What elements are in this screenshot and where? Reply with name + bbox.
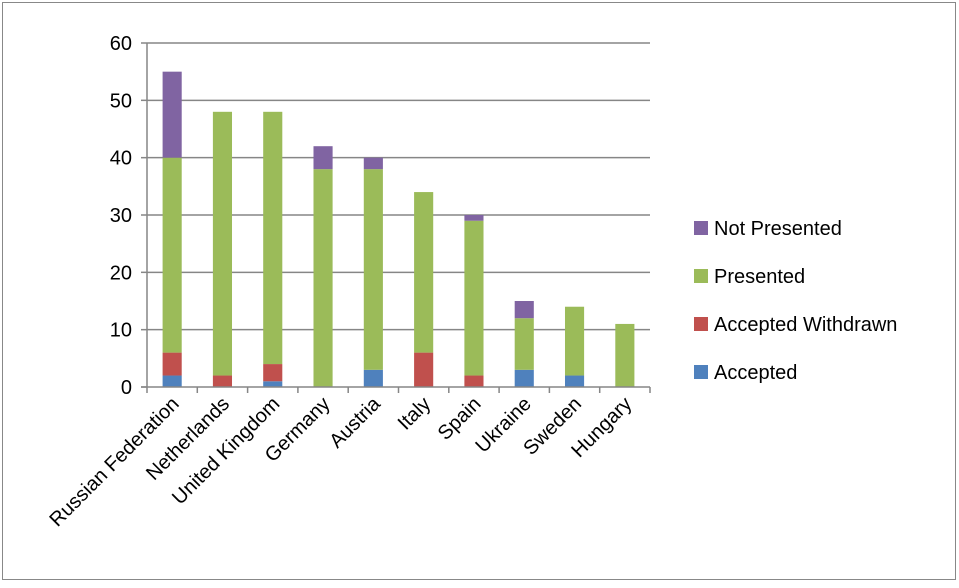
y-tick-label: 20 xyxy=(110,262,132,284)
bar-segment xyxy=(363,369,383,387)
bar-segment xyxy=(464,215,484,221)
bar-segment xyxy=(212,375,233,387)
bar-segment xyxy=(363,157,383,170)
bar-segment xyxy=(414,192,434,353)
legend-label: Not Presented xyxy=(714,218,842,240)
y-tick-label: 0 xyxy=(121,377,132,399)
bar-segment xyxy=(263,364,283,382)
bar-segment xyxy=(464,375,484,387)
legend-label: Accepted xyxy=(714,362,797,384)
y-tick-label: 30 xyxy=(110,205,132,227)
bar-segment xyxy=(514,301,534,319)
bar-segment xyxy=(263,111,283,365)
bar-segment xyxy=(564,375,585,387)
bar-segment xyxy=(212,111,233,376)
bar-segment xyxy=(313,169,333,387)
legend-label: Accepted Withdrawn xyxy=(714,314,897,336)
y-tick-label: 10 xyxy=(110,320,132,342)
bar-segment xyxy=(162,71,182,158)
bar-segment xyxy=(313,146,333,170)
y-tick-label: 60 xyxy=(110,33,132,55)
bars xyxy=(162,71,635,387)
bar-segment xyxy=(162,375,182,387)
bar-segment xyxy=(464,220,484,376)
legend-swatch xyxy=(694,365,708,379)
bar-segment xyxy=(363,169,383,370)
bar-segment xyxy=(162,352,182,376)
legend-swatch xyxy=(694,269,708,283)
bar-segment xyxy=(615,323,635,387)
bar-segment xyxy=(514,369,534,387)
bar-segment xyxy=(514,318,534,370)
bar-segment xyxy=(414,352,434,387)
legend: Not Presented Presented Accepted Withdrawn… xyxy=(694,218,897,384)
legend-label: Presented xyxy=(714,266,805,288)
y-tick-label: 40 xyxy=(110,148,132,170)
bar-segment xyxy=(162,157,182,353)
bar-segment xyxy=(564,306,585,376)
y-tick-label: 50 xyxy=(110,90,132,112)
legend-swatch xyxy=(694,317,708,331)
bar-segment xyxy=(263,381,283,387)
legend-swatch xyxy=(694,221,708,235)
